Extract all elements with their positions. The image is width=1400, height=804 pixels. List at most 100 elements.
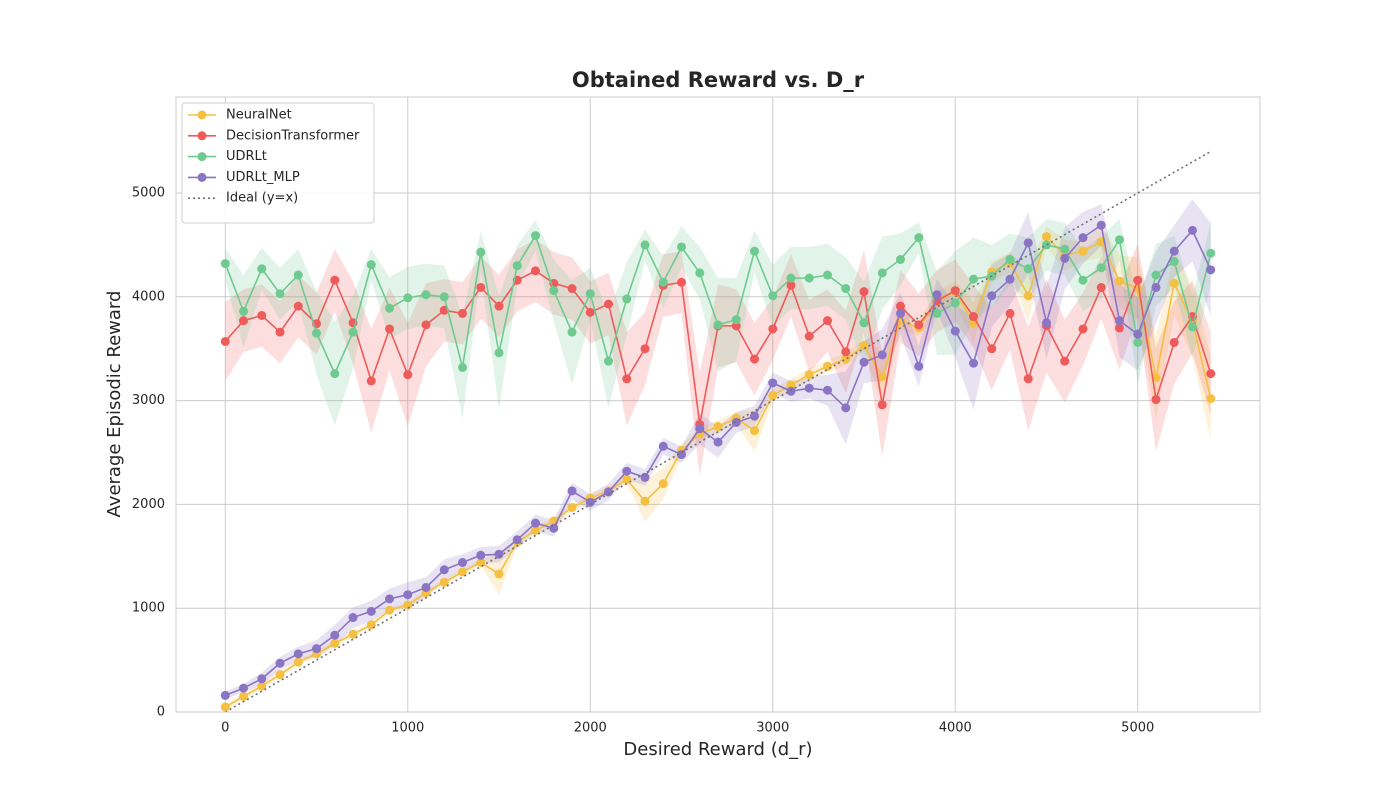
y-tick-label: 3000: [132, 393, 165, 408]
data-point: [658, 277, 668, 287]
data-point: [585, 307, 595, 317]
data-point: [275, 327, 285, 337]
legend-marker: [197, 152, 207, 162]
data-point: [293, 649, 303, 659]
data-point: [1133, 337, 1143, 347]
data-point: [239, 316, 249, 326]
data-point: [1078, 324, 1088, 334]
data-point: [494, 348, 504, 358]
data-point: [1206, 394, 1216, 404]
data-point: [731, 315, 741, 325]
data-point: [749, 354, 759, 364]
data-point: [1151, 395, 1161, 405]
data-point: [822, 385, 832, 395]
y-tick-label: 5000: [132, 186, 165, 201]
data-point: [585, 497, 595, 507]
legend-marker: [197, 110, 207, 120]
data-point: [713, 437, 723, 447]
data-point: [1060, 253, 1070, 263]
data-point: [421, 320, 431, 330]
error-band: [225, 239, 1211, 477]
data-point: [1169, 257, 1179, 267]
data-point: [1151, 282, 1161, 292]
data-point: [914, 233, 924, 243]
data-point: [1151, 270, 1161, 280]
data-point: [494, 301, 504, 311]
data-point: [1005, 274, 1015, 284]
data-point: [640, 496, 650, 506]
data-point: [366, 260, 376, 270]
data-point: [786, 386, 796, 396]
data-point: [1114, 276, 1124, 286]
axes-frame: [175, 96, 1261, 713]
data-point: [257, 674, 267, 684]
data-point: [968, 312, 978, 322]
data-point: [914, 361, 924, 371]
ideal-line: [224, 150, 1212, 713]
data-point: [987, 291, 997, 301]
data-point: [1005, 254, 1015, 264]
data-point: [786, 280, 796, 290]
data-point: [494, 569, 504, 579]
data-point: [239, 683, 249, 693]
data-point: [658, 441, 668, 451]
chart-title: Obtained Reward vs. D_r: [572, 68, 865, 92]
data-point: [841, 403, 851, 413]
data-point: [1114, 323, 1124, 333]
legend-marker: [197, 131, 207, 141]
data-point: [1078, 233, 1088, 243]
data-point: [220, 690, 230, 700]
data-point: [385, 303, 395, 313]
data-point: [822, 316, 832, 326]
legend-label: UDRLt_MLP: [226, 170, 300, 185]
data-point: [239, 691, 249, 701]
legend-label: NeuralNet: [226, 108, 292, 123]
data-point: [768, 324, 778, 334]
data-point: [1060, 356, 1070, 366]
data-point: [549, 523, 559, 533]
data-point: [348, 629, 358, 639]
data-point: [859, 318, 869, 328]
data-point: [458, 308, 468, 318]
data-point: [713, 422, 723, 432]
data-point: [567, 327, 577, 337]
y-axis-label: Average Episodic Reward: [104, 291, 125, 518]
data-point: [458, 567, 468, 577]
data-point: [1041, 318, 1051, 328]
y-tick-label: 0: [157, 705, 165, 720]
data-point: [604, 299, 614, 309]
data-point: [330, 275, 340, 285]
data-point: [403, 600, 413, 610]
data-point: [348, 327, 358, 337]
data-point: [677, 242, 687, 252]
error-band: [225, 199, 1211, 700]
data-point: [1096, 220, 1106, 230]
data-point: [768, 291, 778, 301]
data-point: [366, 376, 376, 386]
data-point: [1041, 232, 1051, 242]
data-point: [512, 261, 522, 271]
data-point: [567, 503, 577, 513]
data-point: [786, 273, 796, 283]
data-point: [786, 380, 796, 390]
data-point: [895, 301, 905, 311]
data-point: [932, 290, 942, 300]
data-point: [1169, 246, 1179, 256]
data-point: [1206, 369, 1216, 379]
data-point: [749, 426, 759, 436]
x-tick-label: 2000: [574, 721, 607, 736]
data-point: [439, 577, 449, 587]
data-point: [877, 350, 887, 360]
data-point: [531, 231, 541, 241]
x-tick-label: 1000: [391, 721, 424, 736]
data-point: [895, 308, 905, 318]
plot-area: [220, 150, 1216, 713]
data-point: [695, 424, 705, 434]
data-point: [749, 411, 759, 421]
legend: NeuralNet DecisionTransformer UDRLt UDRLt_M…: [181, 102, 375, 224]
data-point: [640, 472, 650, 482]
data-point: [403, 370, 413, 380]
data-point: [1078, 246, 1088, 256]
data-point: [914, 320, 924, 330]
